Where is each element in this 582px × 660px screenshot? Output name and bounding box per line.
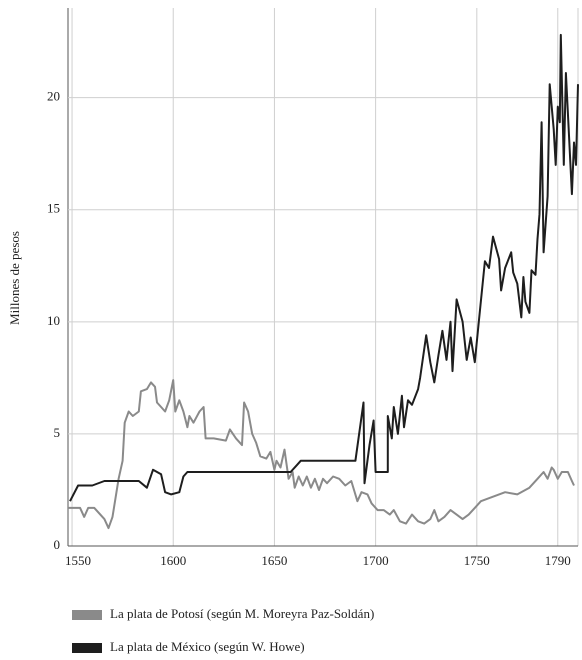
legend-label: La plata de Potosí (según M. Moreyra Paz… bbox=[110, 606, 374, 621]
series-line bbox=[68, 379, 575, 530]
y-tick-label: 10 bbox=[47, 313, 60, 328]
x-tick-label: 1700 bbox=[363, 553, 389, 568]
x-tick-label: 1790 bbox=[545, 553, 571, 568]
y-tick-label: 15 bbox=[47, 201, 60, 216]
legend-swatch bbox=[72, 643, 102, 653]
x-tick-label: 1750 bbox=[464, 553, 490, 568]
y-tick-label: 5 bbox=[54, 425, 61, 440]
y-axis-label: Millones de pesos bbox=[7, 231, 22, 325]
x-tick-label: 1600 bbox=[160, 553, 186, 568]
y-tick-label: 0 bbox=[54, 537, 61, 552]
series-line bbox=[69, 33, 579, 502]
x-tick-label: 1650 bbox=[261, 553, 287, 568]
legend-label: La plata de México (según W. Howe) bbox=[110, 639, 305, 654]
legend-swatch bbox=[72, 610, 102, 620]
y-tick-label: 20 bbox=[47, 89, 60, 104]
x-tick-label: 1550 bbox=[65, 553, 91, 568]
